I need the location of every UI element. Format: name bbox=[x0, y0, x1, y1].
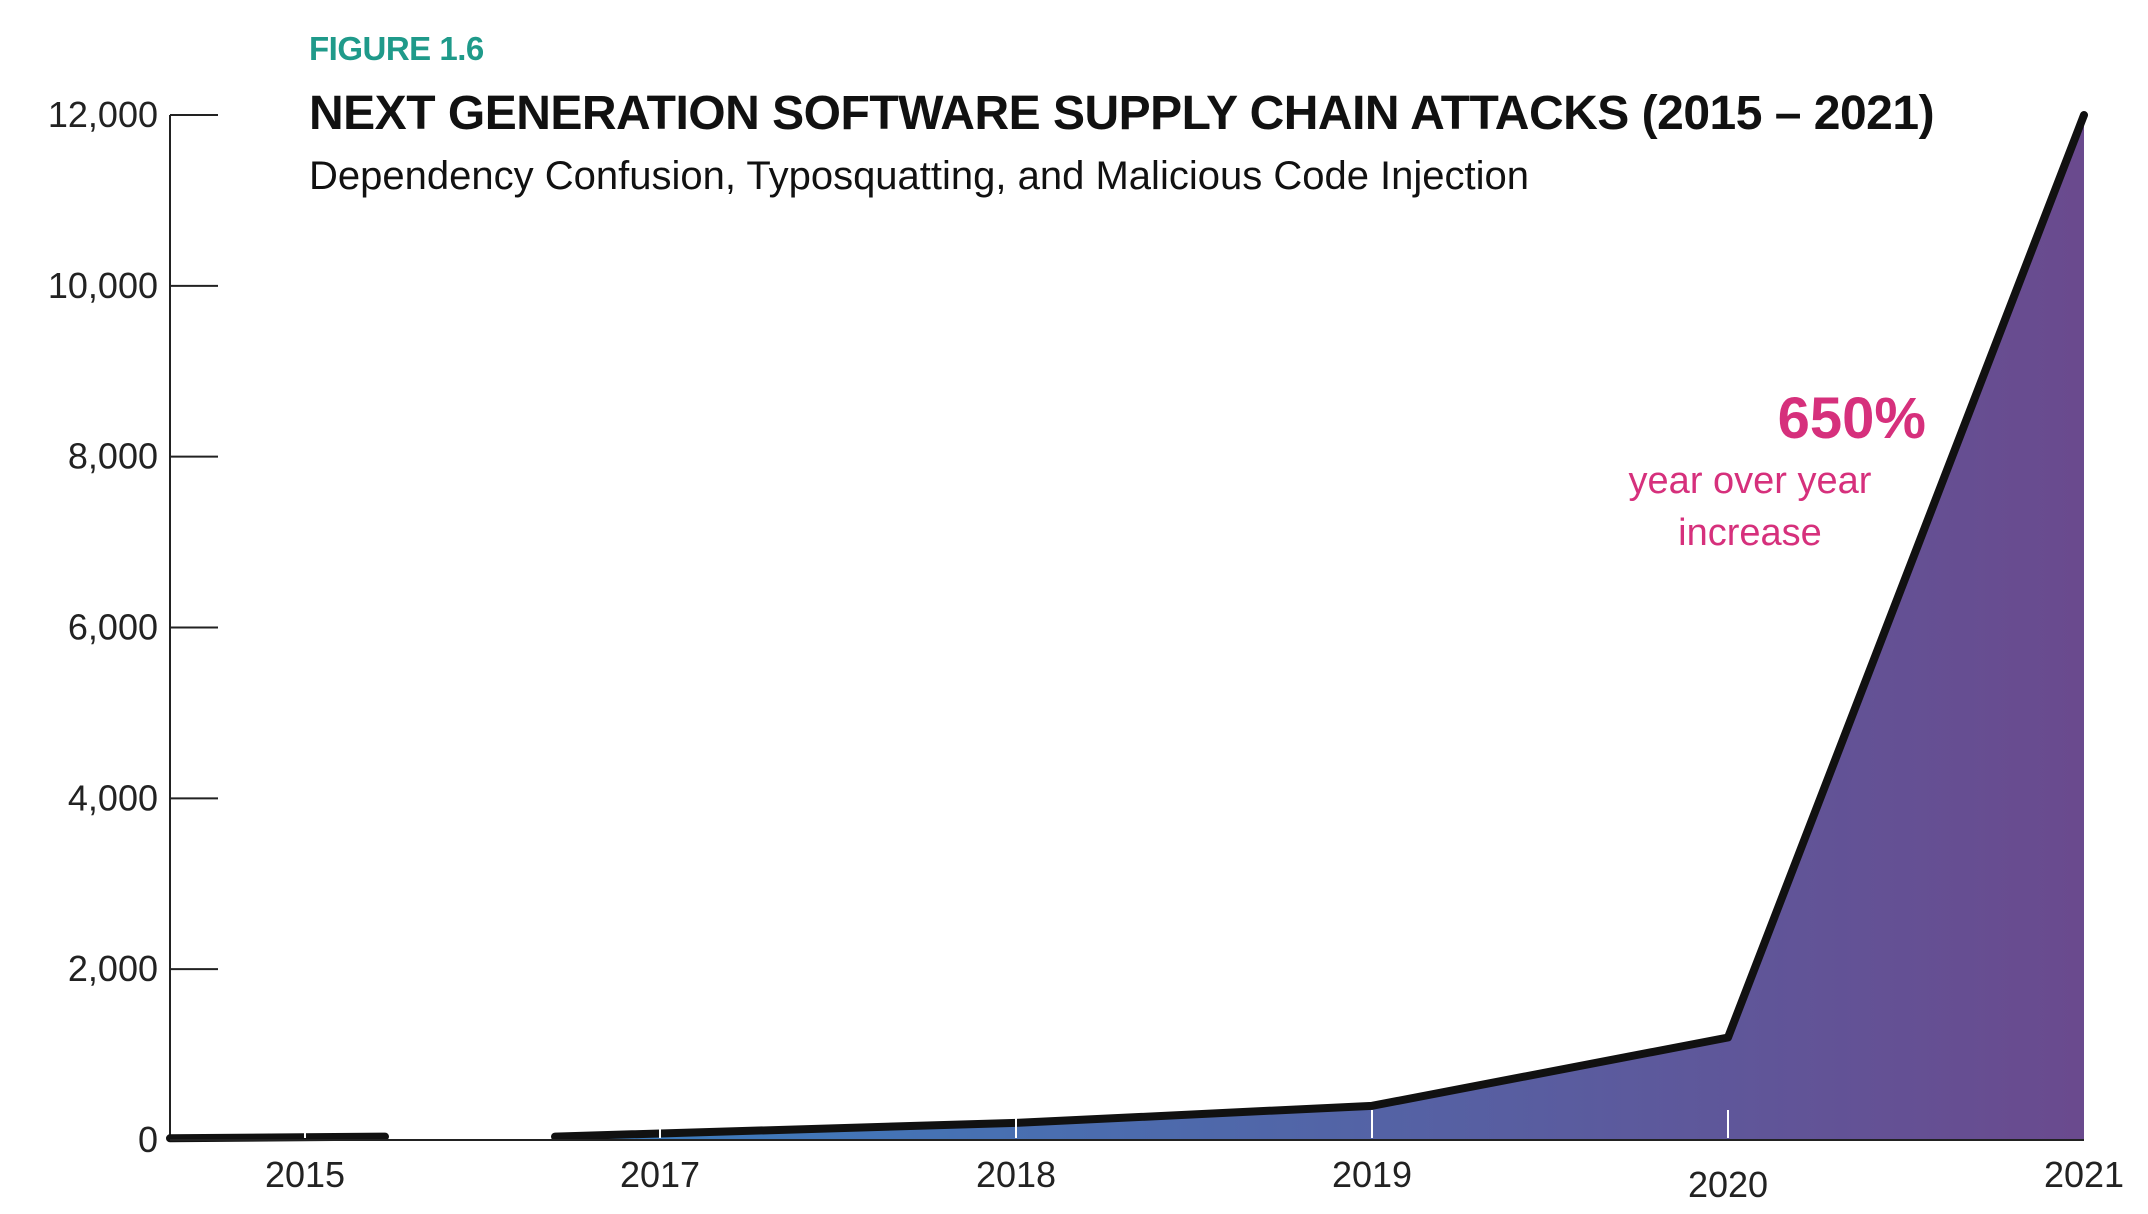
y-tick-label: 12,000 bbox=[48, 94, 158, 135]
y-tick-label: 4,000 bbox=[68, 777, 158, 818]
y-tick-label: 6,000 bbox=[68, 607, 158, 648]
x-tick-label: 2017 bbox=[620, 1154, 700, 1195]
annotation-text: year over year increase bbox=[1590, 455, 1910, 559]
x-tick-label: 2020 bbox=[1688, 1164, 1768, 1205]
figure-label: FIGURE 1.6 bbox=[309, 30, 484, 67]
annotation-line-1: year over year bbox=[1628, 460, 1872, 502]
x-tick-label: 2015 bbox=[265, 1154, 345, 1195]
plot-area bbox=[166, 111, 2088, 1143]
annotation-line-2: increase bbox=[1678, 512, 1822, 554]
x-tick-label: 2018 bbox=[976, 1154, 1056, 1195]
y-tick-label: 2,000 bbox=[68, 948, 158, 989]
y-tick-label: 0 bbox=[138, 1119, 158, 1160]
x-tick-label: 2019 bbox=[1332, 1154, 1412, 1195]
x-axis: 2015 2017 2018 2019 2020 2021 bbox=[170, 1110, 2124, 1205]
annotation-percent: 650% bbox=[1777, 386, 1926, 451]
series-line bbox=[166, 1132, 389, 1143]
chart-subtitle: Dependency Confusion, Typosquatting, and… bbox=[309, 154, 1530, 198]
area-fill-segment bbox=[555, 115, 2084, 1140]
x-tick-label: 2021 bbox=[2044, 1154, 2124, 1195]
y-tick-label: 8,000 bbox=[68, 436, 158, 477]
chart-title: NEXT GENERATION SOFTWARE SUPPLY CHAIN AT… bbox=[309, 87, 1935, 140]
y-axis: 0 2,000 4,000 6,000 8,000 10,000 12,000 bbox=[48, 94, 218, 1160]
y-tick-label: 10,000 bbox=[48, 265, 158, 306]
